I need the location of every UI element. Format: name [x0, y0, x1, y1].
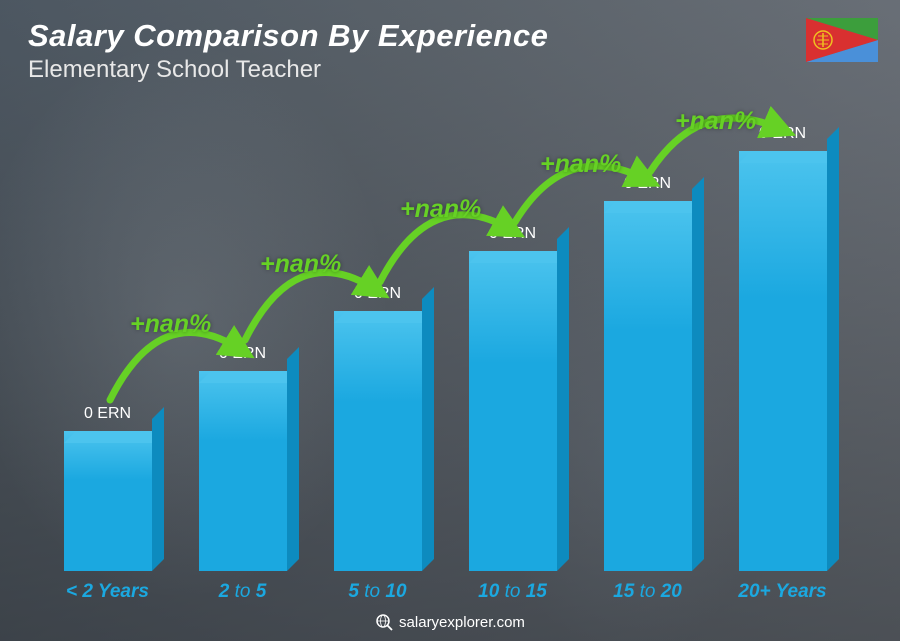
bars-area: 0 ERN 0 ERN 0 ERN 0 ERN 0 ERN 0 ERN — [40, 111, 850, 571]
bar — [64, 431, 152, 571]
bar-group: 0 ERN — [48, 405, 168, 571]
salary-chart: Salary Comparison By Experience Elementa… — [0, 0, 900, 641]
bar-value-label: 0 ERN — [624, 175, 671, 193]
x-axis-label: 10 to 15 — [453, 581, 573, 603]
eritrea-flag-icon — [806, 18, 878, 67]
bar-value-label: 0 ERN — [84, 405, 131, 423]
bar-group: 0 ERN — [318, 285, 438, 571]
x-axis-label: < 2 Years — [48, 581, 168, 603]
bar-group: 0 ERN — [183, 345, 303, 571]
pct-change-label: +nan% — [675, 107, 756, 136]
globe-search-icon — [375, 613, 393, 631]
bar — [739, 151, 827, 571]
pct-change-label: +nan% — [260, 250, 341, 279]
x-axis-labels: < 2 Years 2 to 5 5 to 10 10 to 15 15 to 20 20… — [40, 581, 850, 603]
chart-title: Salary Comparison By Experience — [28, 18, 548, 54]
footer-text: salaryexplorer.com — [399, 614, 525, 631]
footer: salaryexplorer.com — [0, 613, 900, 631]
bar — [469, 251, 557, 571]
bar — [604, 201, 692, 571]
title-block: Salary Comparison By Experience Elementa… — [28, 18, 548, 84]
x-axis-label: 20+ Years — [723, 581, 843, 603]
pct-change-label: +nan% — [540, 150, 621, 179]
bar-group: 0 ERN — [723, 125, 843, 571]
bar-value-label: 0 ERN — [219, 345, 266, 363]
bar-value-label: 0 ERN — [354, 285, 401, 303]
bar-group: 0 ERN — [588, 175, 708, 571]
bar-group: 0 ERN — [453, 225, 573, 571]
bar — [199, 371, 287, 571]
pct-change-label: +nan% — [400, 195, 481, 224]
x-axis-label: 15 to 20 — [588, 581, 708, 603]
bar-value-label: 0 ERN — [759, 125, 806, 143]
pct-change-label: +nan% — [130, 310, 211, 339]
chart-subtitle: Elementary School Teacher — [28, 56, 548, 84]
x-axis-label: 5 to 10 — [318, 581, 438, 603]
x-axis-label: 2 to 5 — [183, 581, 303, 603]
bar-value-label: 0 ERN — [489, 225, 536, 243]
bar — [334, 311, 422, 571]
